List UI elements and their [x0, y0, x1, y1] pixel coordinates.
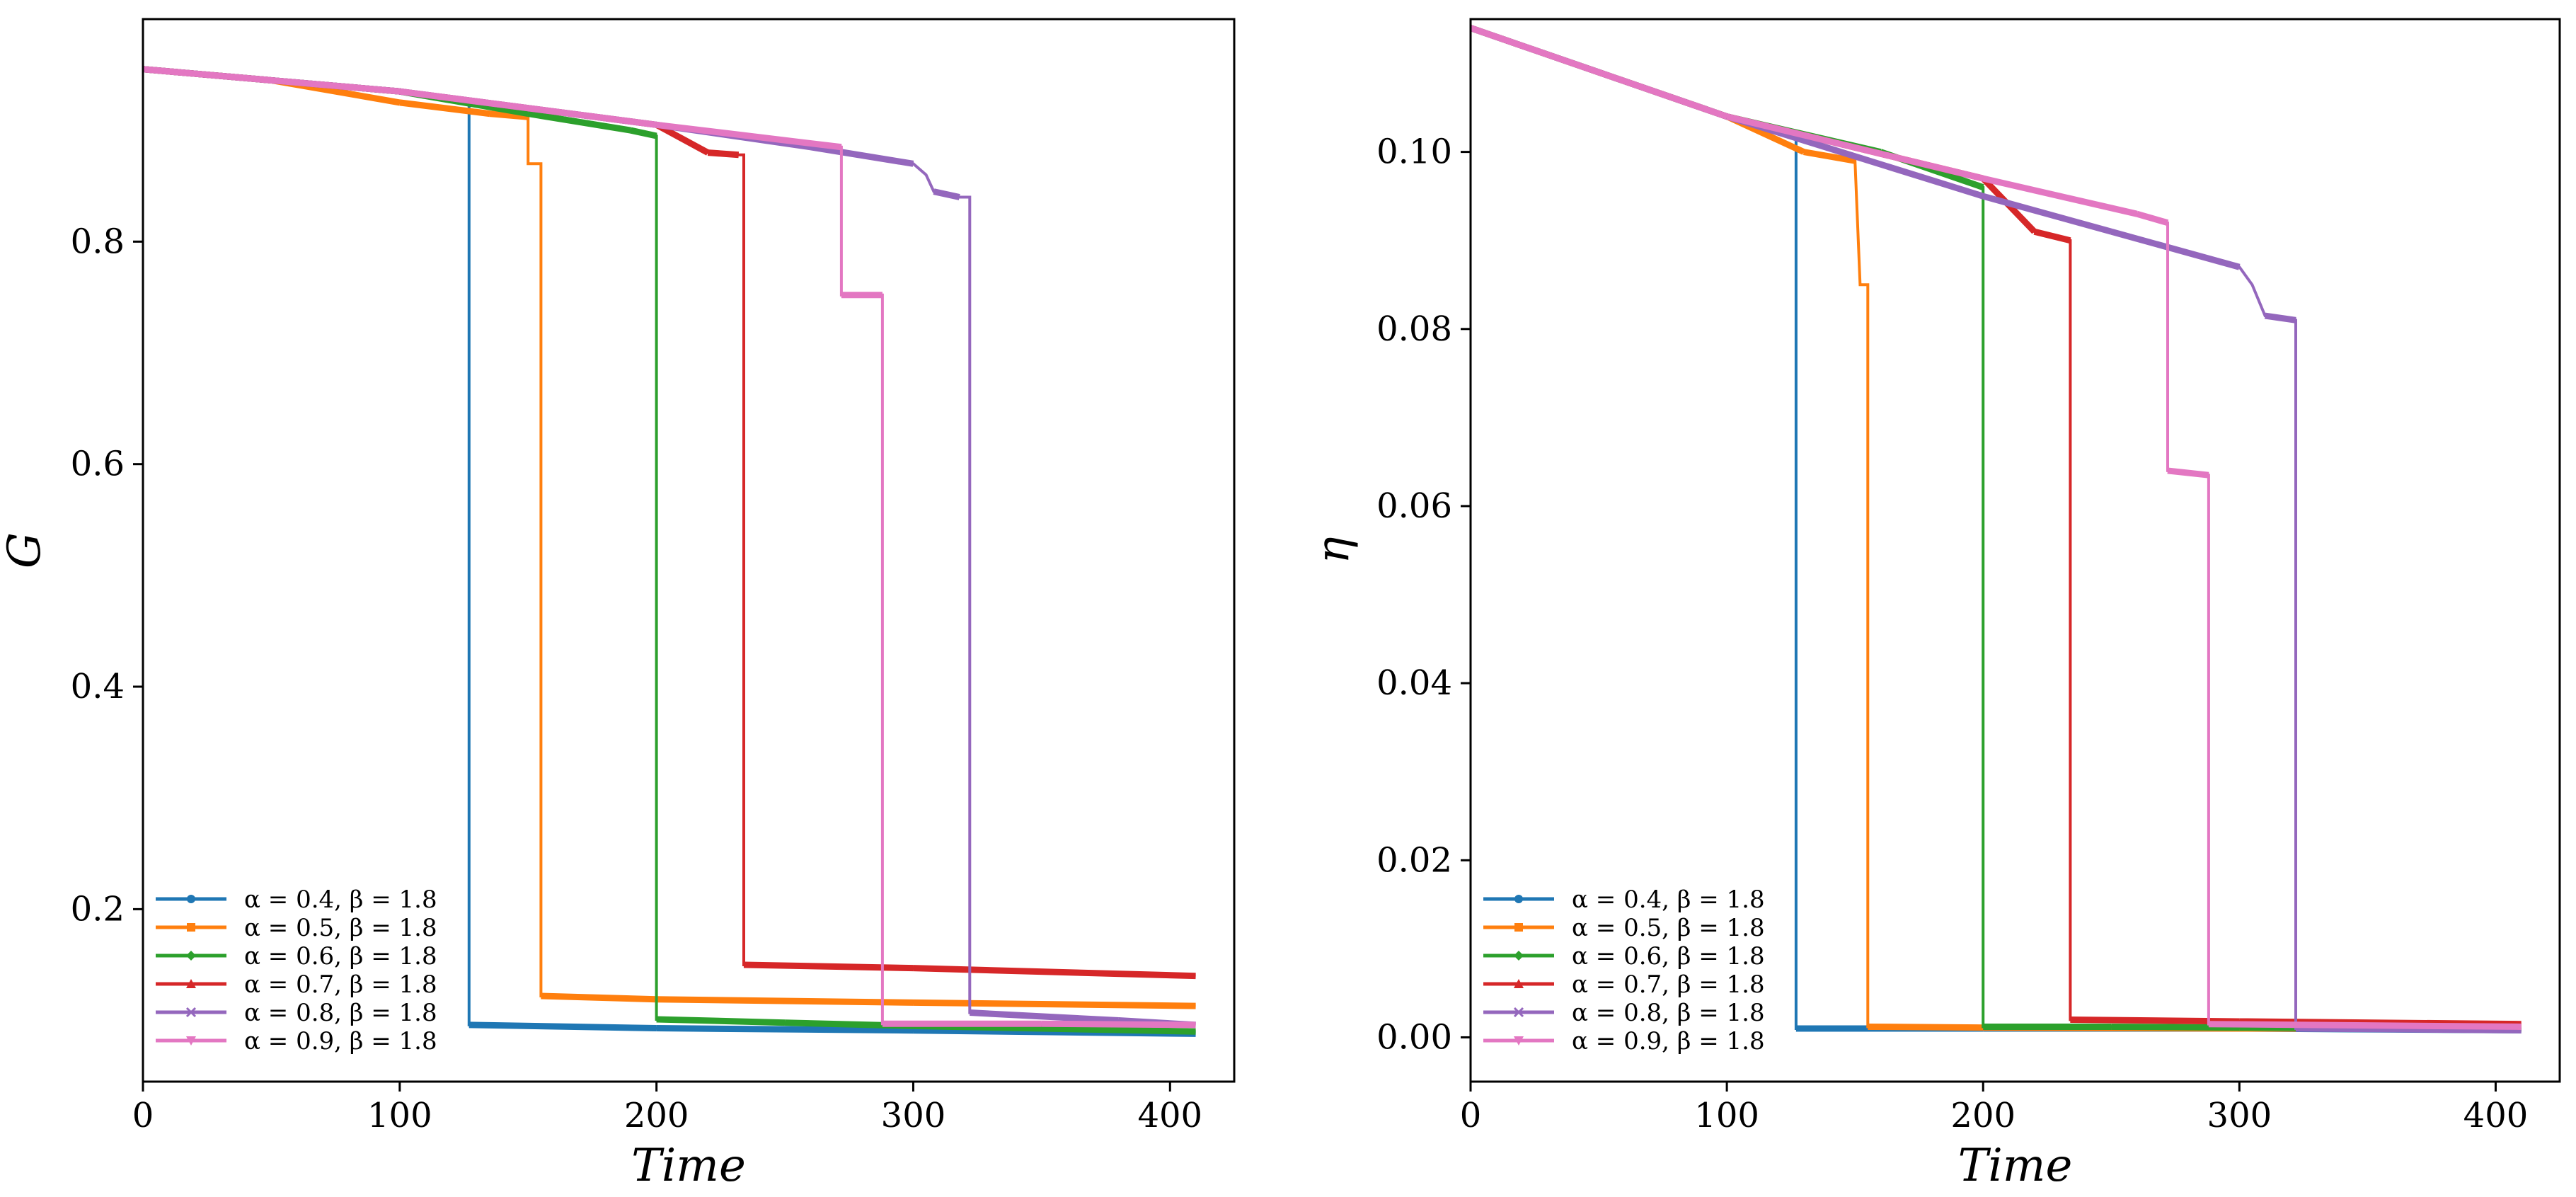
- plot-area: [143, 66, 1196, 1037]
- y-tick-label: 0.08: [1376, 309, 1452, 349]
- series-4-segment: [913, 965, 1196, 980]
- legend-marker-6: [186, 1036, 196, 1046]
- legend-marker-4: [1514, 979, 1524, 988]
- legend-label-4: α = 0.7, β = 1.8: [244, 970, 437, 999]
- y-tick-label: 0.06: [1376, 486, 1452, 526]
- series-3-segment: [2111, 1023, 2240, 1031]
- legend-label-3: α = 0.6, β = 1.8: [244, 942, 437, 970]
- series-5-segment: [2110, 228, 2241, 270]
- y-tick-label: 0.4: [71, 667, 125, 706]
- chart-panel-1: 0 100 200 300 400 0.2 0.4 0.6 0.8 Time Gα = 0.4, β…: [0, 18, 1236, 1192]
- x-axis-label: Time: [631, 1140, 746, 1192]
- x-tick-label: 0: [132, 1096, 154, 1135]
- x-tick-label: 300: [881, 1096, 946, 1135]
- series-4-segment: [2033, 228, 2071, 244]
- legend-marker-5: [185, 1007, 197, 1018]
- y-tick-label: 0.8: [71, 222, 125, 261]
- x-tick-label: 200: [1950, 1096, 2016, 1135]
- legend-label-3: α = 0.6, β = 1.8: [1572, 942, 1765, 970]
- legend-marker-1: [187, 895, 195, 903]
- series-6-segment: [1726, 113, 1984, 182]
- series-6-segment: [1471, 25, 1728, 120]
- x-tick-label: 300: [2207, 1096, 2272, 1135]
- x-tick-label: 400: [1137, 1096, 1202, 1135]
- series-2-segment: [399, 99, 490, 118]
- series-6-segment: [2136, 210, 2169, 227]
- series-3-segment: [630, 127, 657, 139]
- series-5-segment: [2264, 312, 2296, 323]
- y-tick-label: 0.10: [1376, 132, 1452, 172]
- x-tick-label: 100: [1694, 1096, 1759, 1135]
- series-6-segment: [1041, 1020, 1196, 1029]
- legend-marker-2: [1514, 923, 1523, 932]
- series-6-segment: [2167, 467, 2209, 479]
- y-tick-label: 0.2: [71, 889, 125, 929]
- series-2-segment: [913, 999, 1196, 1009]
- y-tick-label: 0.02: [1376, 840, 1452, 880]
- legend-label-6: α = 0.9, β = 1.8: [244, 1027, 437, 1055]
- legend-marker-5: [1513, 1007, 1524, 1018]
- legend-marker-3: [186, 951, 196, 961]
- series-4-segment: [707, 149, 740, 159]
- series-2-segment: [1802, 149, 1856, 164]
- series-4-segment: [743, 961, 914, 972]
- legend-marker-4: [186, 979, 196, 988]
- series-5-segment: [970, 1009, 1119, 1024]
- series-6-segment: [2208, 1021, 2522, 1030]
- legend-marker-2: [187, 923, 195, 932]
- legend: α = 0.4, β = 1.8α = 0.5, β = 1.8α = 0.6,…: [156, 886, 437, 1055]
- series-5-segment: [2295, 1025, 2522, 1033]
- series-3-segment: [656, 1016, 786, 1026]
- x-tick-label: 400: [2463, 1096, 2529, 1135]
- series-2-segment: [1868, 1023, 1984, 1031]
- x-tick-label: 100: [367, 1096, 432, 1135]
- legend: α = 0.4, β = 1.8α = 0.5, β = 1.8α = 0.6,…: [1483, 886, 1765, 1055]
- series-6-segment: [143, 66, 401, 95]
- series-2-segment: [656, 996, 914, 1006]
- legend-label-5: α = 0.8, β = 1.8: [1572, 999, 1765, 1027]
- x-tick-label: 0: [1460, 1096, 1482, 1135]
- legend-label-2: α = 0.5, β = 1.8: [1572, 914, 1765, 942]
- legend-label-6: α = 0.9, β = 1.8: [1572, 1027, 1765, 1055]
- series-3-segment: [527, 110, 632, 134]
- chart-panel-2: 0 100 200 300 400 0.00 0.02 0.04 0.06 0.08 0.10 Tim…: [1307, 18, 2561, 1192]
- series-6-segment: [1982, 175, 2138, 217]
- series-2-segment: [541, 992, 657, 1003]
- x-tick-label: 200: [624, 1096, 689, 1135]
- axes-frame: [1469, 18, 2561, 1083]
- y-tick-label: 0.00: [1376, 1017, 1452, 1057]
- legend-label-1: α = 0.4, β = 1.8: [244, 886, 437, 914]
- y-tick-label: 0.04: [1376, 663, 1452, 703]
- plot-area: [1471, 25, 2522, 1033]
- y-axis-label: G: [0, 532, 51, 568]
- y-axis-label: η: [1307, 537, 1359, 563]
- series-5-segment: [1982, 193, 2112, 235]
- series-4-segment: [655, 122, 710, 156]
- series-5-segment: [810, 144, 914, 167]
- legend-label-4: α = 0.7, β = 1.8: [1572, 970, 1765, 999]
- legend-marker-3: [1514, 951, 1524, 961]
- series-2-segment: [489, 110, 529, 120]
- series-6-segment: [656, 121, 842, 151]
- x-axis-label: Time: [1958, 1140, 2073, 1192]
- legend-marker-1: [1514, 895, 1523, 903]
- y-tick-label: 0.6: [71, 445, 125, 484]
- legend-label-2: α = 0.5, β = 1.8: [244, 914, 437, 942]
- series-1-segment: [656, 1025, 914, 1034]
- legend-label-1: α = 0.4, β = 1.8: [1572, 886, 1765, 914]
- series-6-segment: [399, 88, 657, 128]
- series-5-segment: [933, 188, 960, 200]
- legend-marker-6: [1514, 1036, 1524, 1046]
- series-1-segment: [468, 1021, 657, 1032]
- legend-label-5: α = 0.8, β = 1.8: [244, 999, 437, 1027]
- axes-frame: [142, 18, 1236, 1083]
